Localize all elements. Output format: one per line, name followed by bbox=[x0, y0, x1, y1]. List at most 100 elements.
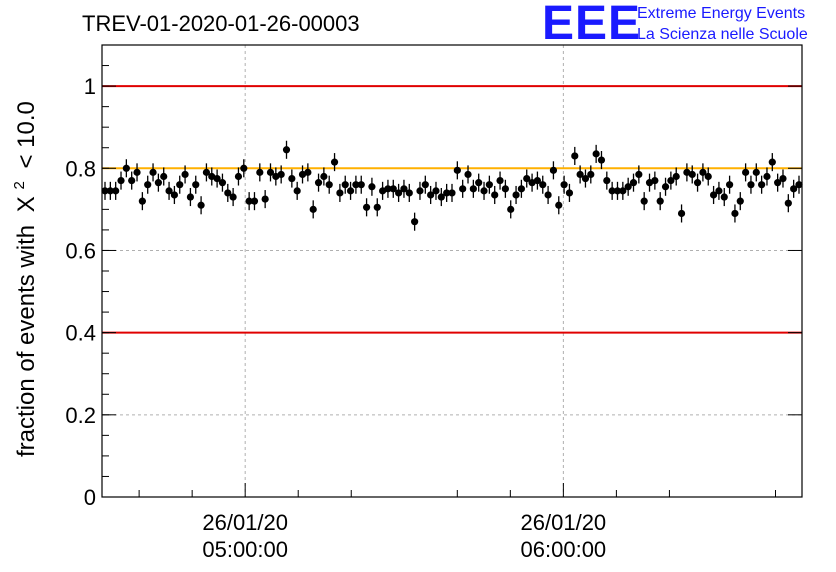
data-point bbox=[758, 175, 766, 194]
data-point bbox=[389, 179, 397, 198]
data-marker bbox=[693, 179, 702, 187]
y-tick-label: 0.6 bbox=[65, 238, 96, 263]
data-point bbox=[672, 167, 680, 186]
y-tick-label: 0.2 bbox=[65, 403, 96, 428]
data-point bbox=[635, 165, 643, 184]
y-axis-label-suffix: < 10.0 bbox=[13, 101, 40, 168]
eee-logo: EEE Extreme Energy Events La Scienza nel… bbox=[542, 0, 808, 50]
data-marker bbox=[640, 197, 648, 205]
data-marker bbox=[667, 177, 675, 185]
data-marker bbox=[677, 209, 686, 218]
data-marker bbox=[480, 187, 488, 195]
data-point bbox=[133, 163, 141, 182]
data-marker bbox=[597, 156, 606, 164]
data-marker bbox=[304, 168, 312, 176]
data-marker bbox=[389, 185, 397, 193]
data-marker bbox=[720, 193, 728, 201]
data-point bbox=[480, 181, 488, 200]
data-point bbox=[592, 144, 600, 163]
data-marker bbox=[747, 181, 755, 189]
data-marker bbox=[411, 218, 419, 226]
data-point bbox=[282, 140, 291, 159]
data-marker bbox=[224, 189, 232, 197]
chart-title: TREV-01-2020-01-26-00003 bbox=[82, 11, 360, 36]
data-marker bbox=[709, 191, 718, 199]
data-point bbox=[742, 163, 750, 182]
data-point bbox=[704, 167, 712, 186]
data-point bbox=[790, 179, 798, 198]
data-point bbox=[736, 192, 744, 211]
data-point bbox=[256, 163, 264, 182]
data-marker bbox=[245, 197, 253, 205]
data-point bbox=[475, 173, 483, 192]
data-marker bbox=[202, 168, 211, 176]
data-point bbox=[165, 181, 173, 200]
data-marker bbox=[261, 195, 269, 203]
data-marker bbox=[608, 187, 616, 195]
data-marker bbox=[592, 150, 600, 158]
data-marker bbox=[160, 172, 168, 181]
data-marker bbox=[282, 146, 291, 154]
data-marker bbox=[154, 179, 162, 187]
data-marker bbox=[373, 203, 381, 211]
eee-logo-mark: EEE bbox=[542, 0, 641, 50]
data-point bbox=[731, 204, 739, 223]
data-point bbox=[581, 169, 590, 188]
data-point bbox=[688, 165, 696, 184]
data-point bbox=[485, 175, 493, 194]
data-marker bbox=[138, 197, 146, 205]
data-point bbox=[726, 175, 734, 194]
data-marker bbox=[656, 197, 664, 205]
data-marker bbox=[758, 181, 766, 189]
data-point bbox=[261, 190, 269, 209]
data-point bbox=[293, 181, 301, 200]
data-point bbox=[661, 177, 670, 196]
data-point bbox=[421, 175, 429, 194]
data-point bbox=[229, 187, 237, 207]
data-point bbox=[192, 175, 200, 194]
data-marker bbox=[128, 177, 136, 185]
data-point bbox=[587, 165, 595, 184]
data-marker bbox=[651, 177, 659, 185]
data-marker bbox=[779, 174, 787, 183]
data-point bbox=[597, 151, 606, 170]
data-marker bbox=[368, 183, 376, 191]
data-point bbox=[325, 175, 333, 194]
data-marker bbox=[715, 187, 723, 195]
data-point bbox=[613, 181, 622, 200]
data-point bbox=[640, 192, 648, 211]
data-marker bbox=[352, 181, 360, 189]
data-point bbox=[373, 198, 381, 217]
data-point bbox=[779, 169, 787, 188]
data-marker bbox=[453, 166, 461, 174]
data-point bbox=[384, 179, 392, 198]
data-marker bbox=[192, 181, 200, 189]
data-marker bbox=[752, 168, 760, 176]
data-marker bbox=[197, 201, 205, 209]
data-marker bbox=[555, 201, 563, 209]
y-tick-label: 1 bbox=[84, 74, 96, 99]
y-axis-label-power: 2 bbox=[11, 181, 28, 189]
data-point bbox=[304, 163, 312, 182]
data-marker bbox=[512, 191, 520, 199]
data-point bbox=[234, 167, 243, 186]
data-marker bbox=[549, 166, 558, 174]
data-point bbox=[784, 194, 792, 213]
data-marker bbox=[448, 189, 456, 197]
y-tick-label: 0.4 bbox=[65, 321, 96, 346]
data-point bbox=[443, 183, 451, 202]
data-point bbox=[250, 192, 259, 211]
data-point bbox=[720, 187, 728, 207]
data-point bbox=[395, 183, 403, 202]
data-point bbox=[565, 183, 574, 202]
eee-logo-line2: La Scienza nelle Scuole bbox=[637, 26, 808, 43]
data-point bbox=[138, 192, 146, 211]
y-axis-label-symbol: X bbox=[13, 196, 40, 212]
data-point bbox=[320, 167, 328, 186]
data-point bbox=[154, 173, 162, 192]
data-point bbox=[186, 187, 195, 207]
data-point bbox=[122, 159, 130, 178]
data-marker bbox=[181, 170, 189, 179]
data-point bbox=[346, 181, 355, 200]
data-marker bbox=[635, 170, 643, 179]
